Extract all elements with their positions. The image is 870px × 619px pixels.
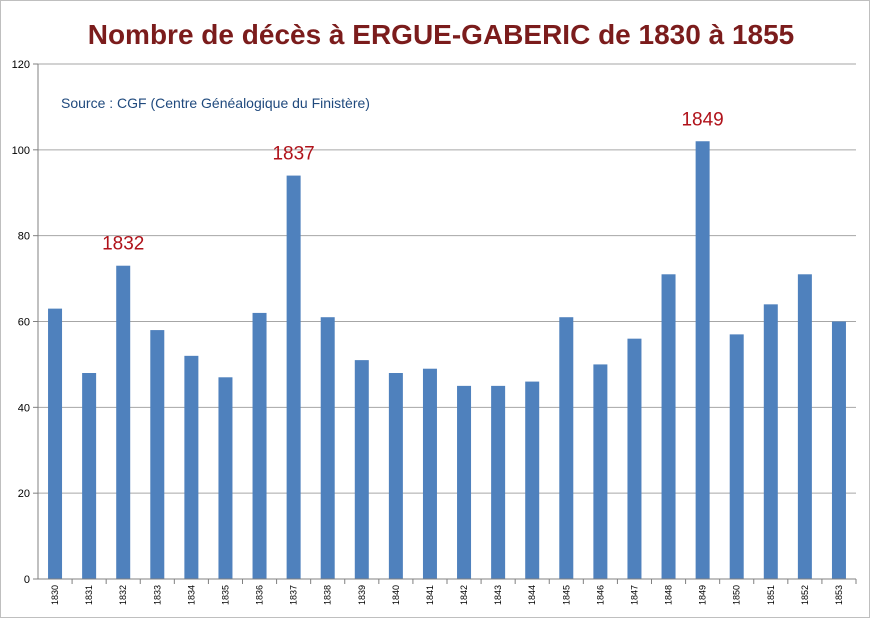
x-tick-label: 1835 xyxy=(220,585,230,605)
bar-1831 xyxy=(82,373,97,579)
x-tick-label: 1837 xyxy=(289,585,299,605)
x-tick-label: 1830 xyxy=(50,585,60,605)
bar-1847 xyxy=(627,338,642,579)
bar-1842 xyxy=(457,385,472,579)
x-tick-label: 1852 xyxy=(800,585,810,605)
x-tick-label: 1849 xyxy=(698,585,708,605)
gridlines xyxy=(33,63,856,580)
bars xyxy=(48,141,846,580)
annotation-1849: 1849 xyxy=(681,109,723,130)
bar-1849 xyxy=(695,141,710,579)
source-annotation: Source : CGF (Centre Généalogique du Fin… xyxy=(61,95,370,111)
bar-1845 xyxy=(559,317,574,579)
bar-1852 xyxy=(797,274,812,579)
bar-1841 xyxy=(422,368,437,579)
annotation-1837: 1837 xyxy=(272,144,314,165)
x-tick-label: 1833 xyxy=(152,585,162,605)
x-tick-label: 1841 xyxy=(425,585,435,605)
y-tick-label: 120 xyxy=(12,59,30,71)
bar-1838 xyxy=(320,317,335,579)
x-tick-labels: 1830 1831 1832 1833 1834 1835 1836 1837 1838 1839… xyxy=(50,585,844,605)
annotation-1832: 1832 xyxy=(102,234,144,255)
bar-1850 xyxy=(729,334,744,579)
x-tick-label: 1832 xyxy=(118,585,128,605)
y-tick-label: 20 xyxy=(18,488,30,500)
axes xyxy=(37,64,857,584)
x-tick-label: 1831 xyxy=(84,585,94,605)
y-tick-label: 40 xyxy=(18,402,30,414)
x-tick-label: 1844 xyxy=(527,585,537,605)
bar-1843 xyxy=(491,385,506,579)
bar-1834 xyxy=(184,355,199,579)
x-tick-label: 1850 xyxy=(732,585,742,605)
bar-1844 xyxy=(525,381,540,579)
bar-1846 xyxy=(593,364,608,579)
bar-1832 xyxy=(116,265,131,579)
y-tick-label: 60 xyxy=(18,317,30,329)
x-tick-label: 1847 xyxy=(629,585,639,605)
x-tick-label: 1838 xyxy=(323,585,333,605)
bar-1830 xyxy=(48,308,63,579)
x-tick-label: 1842 xyxy=(459,585,469,605)
bar-1835 xyxy=(218,377,233,579)
bar-1839 xyxy=(354,360,369,579)
x-tick-label: 1845 xyxy=(561,585,571,605)
x-tick-label: 1836 xyxy=(255,585,265,605)
x-tick-label: 1840 xyxy=(391,585,401,605)
bar-1853 xyxy=(831,321,846,579)
x-tick-label: 1848 xyxy=(664,585,674,605)
y-tick-label: 80 xyxy=(18,231,30,243)
x-tick-label: 1846 xyxy=(595,585,605,605)
x-tick-label: 1839 xyxy=(357,585,367,605)
x-tick-label: 1843 xyxy=(493,585,503,605)
y-tick-labels: 0 20 40 60 80 100 120 xyxy=(12,59,30,586)
bar-1836 xyxy=(252,312,267,579)
y-tick-label: 100 xyxy=(12,145,30,157)
bar-1851 xyxy=(763,304,778,579)
x-tick-label: 1851 xyxy=(766,585,776,605)
x-tick-label: 1834 xyxy=(186,585,196,605)
chart-title: Nombre de décès à ERGUE-GABERIC de 1830 … xyxy=(88,19,795,50)
bar-annotations: 1832 1837 1849 xyxy=(102,109,724,254)
bar-1837 xyxy=(286,175,301,580)
bar-1848 xyxy=(661,274,676,579)
x-tick-label: 1853 xyxy=(834,585,844,605)
bar-1833 xyxy=(150,330,165,579)
y-tick-label: 0 xyxy=(24,574,30,586)
bar-1840 xyxy=(388,373,403,579)
